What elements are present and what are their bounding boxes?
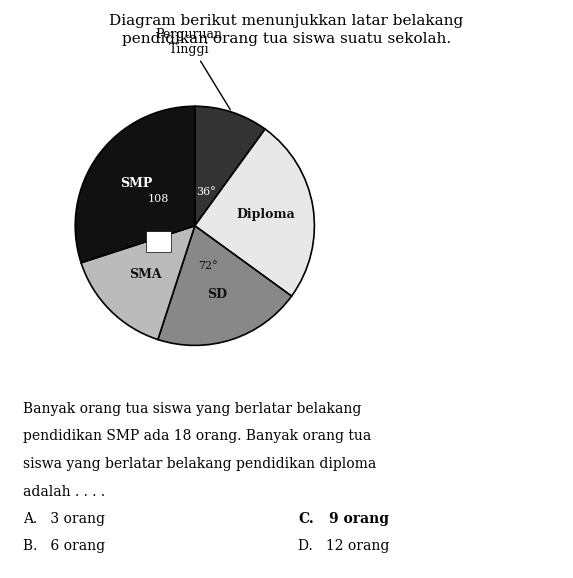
Text: SD: SD xyxy=(207,288,227,301)
Text: D.   12 orang: D. 12 orang xyxy=(298,539,389,553)
Text: pendidikan SMP ada 18 orang. Banyak orang tua: pendidikan SMP ada 18 orang. Banyak oran… xyxy=(23,429,371,443)
Text: SMP: SMP xyxy=(120,177,153,190)
Text: siswa yang berlatar belakang pendidikan diploma: siswa yang berlatar belakang pendidikan … xyxy=(23,457,376,471)
Wedge shape xyxy=(195,106,265,226)
Text: adalah . . . .: adalah . . . . xyxy=(23,485,105,499)
Text: 36°: 36° xyxy=(196,187,216,197)
Wedge shape xyxy=(81,226,195,339)
Wedge shape xyxy=(75,106,195,263)
Text: B.   6 orang: B. 6 orang xyxy=(23,539,105,553)
Text: Diploma: Diploma xyxy=(236,208,295,221)
Text: 108: 108 xyxy=(147,194,168,204)
Text: C.: C. xyxy=(298,512,313,525)
Text: Banyak orang tua siswa yang berlatar belakang: Banyak orang tua siswa yang berlatar bel… xyxy=(23,402,362,416)
Wedge shape xyxy=(195,129,315,296)
Text: 9 orang: 9 orang xyxy=(329,512,390,525)
Text: A.   3 orang: A. 3 orang xyxy=(23,512,105,525)
Bar xyxy=(146,231,171,253)
Text: pendidikan orang tua siswa suatu sekolah.: pendidikan orang tua siswa suatu sekolah… xyxy=(122,32,451,46)
Text: 72°: 72° xyxy=(198,261,218,271)
Text: Perguruan
Tinggi: Perguruan Tinggi xyxy=(155,28,230,110)
Wedge shape xyxy=(158,226,292,346)
Text: Diagram berikut menunjukkan latar belakang: Diagram berikut menunjukkan latar belaka… xyxy=(109,14,464,28)
Text: SMA: SMA xyxy=(129,268,162,281)
